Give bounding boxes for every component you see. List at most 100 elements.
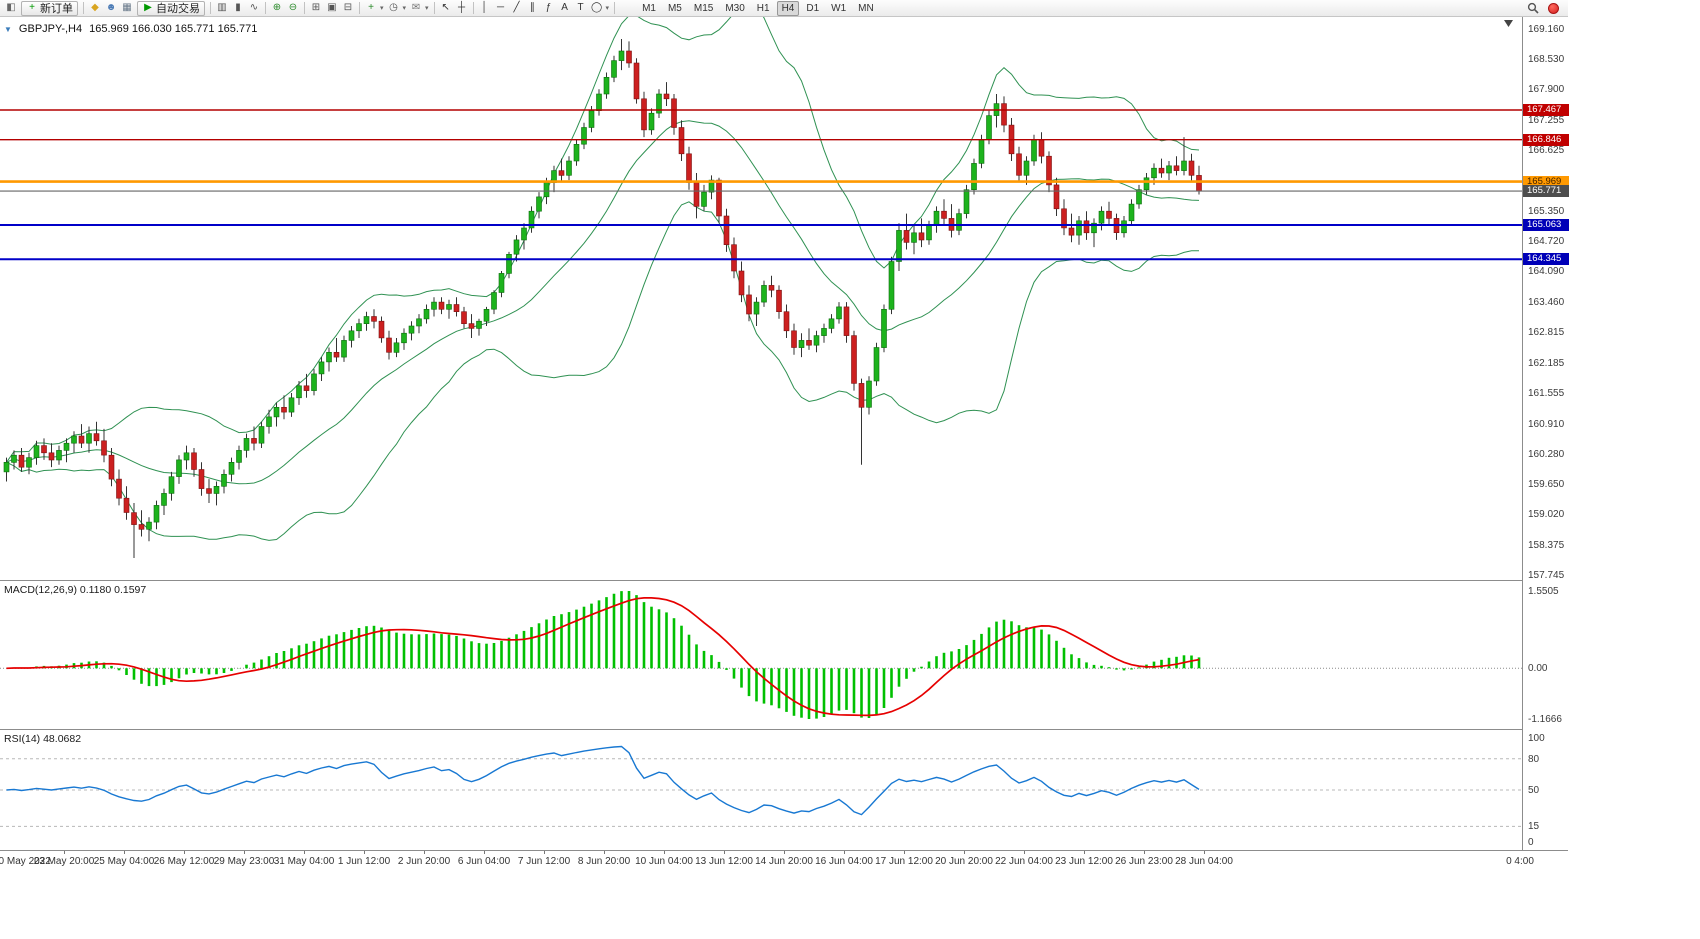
zoom-out-icon[interactable]: ⊖ <box>285 1 301 16</box>
candlestick-chart-icon[interactable]: ▮ <box>230 1 246 16</box>
vertical-line-icon[interactable]: │ <box>477 1 493 16</box>
line-chart-icon: ∿ <box>249 2 259 13</box>
chart-shift-marker[interactable] <box>1504 20 1513 27</box>
price-axis-label: 166.625 <box>1528 145 1565 156</box>
rsi-line <box>6 745 1200 816</box>
time-axis-label: 28 Jun 04:00 <box>1175 856 1233 867</box>
timeframe-m15[interactable]: M15 <box>693 2 714 14</box>
text-label-icon[interactable]: T <box>573 1 589 16</box>
shapes-icon[interactable]: ◯ ▾ <box>589 1 612 16</box>
chart-window-icon[interactable]: ◧ <box>3 1 19 16</box>
toolbar-separator <box>304 2 305 14</box>
text-icon[interactable]: A <box>557 1 573 16</box>
timeframe-m30[interactable]: M30 <box>725 2 745 14</box>
price-axis-label: 162.815 <box>1528 327 1565 338</box>
accounts-icon[interactable]: ☻ <box>103 1 119 16</box>
time-axis-label: 10 Jun 04:00 <box>635 856 693 867</box>
timeframe-m1[interactable]: M1 <box>642 2 656 14</box>
shapes-icon: ◯ <box>590 2 603 13</box>
horizontal-line-icon[interactable]: ─ <box>493 1 509 16</box>
zoom-out-icon: ⊖ <box>288 2 298 13</box>
arrange-windows-icon[interactable]: ⊟ <box>340 1 356 16</box>
bar-chart-icon: ▥ <box>217 2 227 13</box>
ohlc-label: 165.969 166.030 165.771 165.771 <box>89 23 258 35</box>
price-axis-label: 161.555 <box>1528 388 1565 399</box>
tile-windows-icon: ⊞ <box>311 2 321 13</box>
toolbar-separator <box>83 2 84 14</box>
price-axis-label: 164.720 <box>1528 236 1565 247</box>
bar-chart-icon[interactable]: ▥ <box>214 1 230 16</box>
price-axis-label: 167.900 <box>1528 84 1565 95</box>
time-axis-label: 23 Jun 12:00 <box>1055 856 1113 867</box>
toolbar-separator <box>614 2 616 14</box>
price-axis[interactable]: 169.160168.530167.900167.255166.625165.9… <box>1522 17 1569 850</box>
horizontal-line-icon: ─ <box>497 2 505 13</box>
timeframe-w1[interactable]: W1 <box>831 2 847 14</box>
chart-info: ▼ GBPJPY-,H4 165.969 166.030 165.771 165… <box>4 23 257 35</box>
timeframe-h4[interactable]: H4 <box>776 0 800 16</box>
macd-chart[interactable] <box>0 581 1522 729</box>
time-axis-label: 23 May 20:00 <box>33 856 95 867</box>
market-watch-icon[interactable]: ▦ <box>119 1 135 16</box>
auto-trading-icon: ▶ <box>144 2 152 13</box>
panel-separator[interactable] <box>0 580 1568 581</box>
timeframe-d1[interactable]: D1 <box>806 2 820 14</box>
equidistant-channel-icon[interactable]: ∥ <box>525 1 541 16</box>
time-axis-tick <box>664 851 665 854</box>
time-axis-tick <box>904 851 905 854</box>
new-order-button[interactable]: + 新订单 <box>21 0 78 16</box>
periods-icon: ◷ <box>389 2 398 13</box>
time-axis-tick <box>724 851 725 854</box>
price-axis-label: 164.090 <box>1528 266 1565 277</box>
alerts-icon: ◆ <box>91 2 99 13</box>
fibonacci-icon[interactable]: ƒ <box>541 1 557 16</box>
price-axis-label: 159.650 <box>1528 479 1565 490</box>
caret-down-icon: ▾ <box>402 5 407 12</box>
time-axis-label: 20 May 2022 <box>0 856 51 867</box>
timeframe-m5[interactable]: M5 <box>667 2 682 14</box>
auto-trading-button-label: 自动交易 <box>156 3 200 15</box>
time-axis-tick <box>1084 851 1085 854</box>
equidistant-channel-icon: ∥ <box>530 2 536 13</box>
panel-separator[interactable] <box>0 729 1568 730</box>
new-order-icon: + <box>29 2 35 13</box>
time-axis-label: 1 Jun 12:00 <box>337 856 391 867</box>
line-chart-icon[interactable]: ∿ <box>246 1 262 16</box>
time-axis-tick <box>544 851 545 854</box>
rsi-chart[interactable] <box>0 730 1522 850</box>
time-axis-label: 22 Jun 04:00 <box>995 856 1053 867</box>
macd-label: MACD(12,26,9) 0.1180 0.1597 <box>4 584 147 596</box>
toolbar-right <box>1525 1 1565 16</box>
time-axis-tick <box>784 851 785 854</box>
templates-icon[interactable]: ✉ ▾ <box>408 1 431 16</box>
cascade-windows-icon[interactable]: ▣ <box>324 1 340 16</box>
periods-icon[interactable]: ◷ ▾ <box>386 1 409 16</box>
templates-icon: ✉ <box>411 2 421 13</box>
notification-dot[interactable] <box>1548 2 1559 14</box>
time-axis-label: 20 Jun 20:00 <box>935 856 993 867</box>
price-axis-label: 159.020 <box>1528 509 1565 520</box>
timeframe-mn[interactable]: MN <box>858 2 874 14</box>
time-axis-tick <box>64 851 65 854</box>
time-axis-tick <box>484 851 485 854</box>
vertical-line-icon: │ <box>481 2 488 13</box>
tile-windows-icon[interactable]: ⊞ <box>308 1 324 16</box>
toolbar-separator <box>433 2 435 14</box>
rsi-axis-15: 15 <box>1528 821 1540 832</box>
time-axis-label: 17 Jun 12:00 <box>875 856 933 867</box>
trendline-icon[interactable]: ╱ <box>509 1 525 16</box>
cursor-icon[interactable]: ↖ <box>438 1 454 16</box>
indicators-icon[interactable]: + ▾ <box>363 1 386 16</box>
crosshair-icon[interactable]: ┼ <box>454 1 470 16</box>
zoom-in-icon[interactable]: ⊕ <box>269 1 285 16</box>
search-button[interactable] <box>1525 1 1541 16</box>
time-axis-tick <box>304 851 305 854</box>
price-chart[interactable] <box>0 17 1522 580</box>
macd-axis-min: -1.1666 <box>1528 714 1562 725</box>
price-badge-165.771: 165.771 <box>1523 185 1569 197</box>
auto-trading-button[interactable]: ▶ 自动交易 <box>137 0 205 16</box>
cascade-windows-icon: ▣ <box>327 2 337 13</box>
alerts-icon[interactable]: ◆ <box>87 1 103 16</box>
timeframe-h1[interactable]: H1 <box>756 2 770 14</box>
